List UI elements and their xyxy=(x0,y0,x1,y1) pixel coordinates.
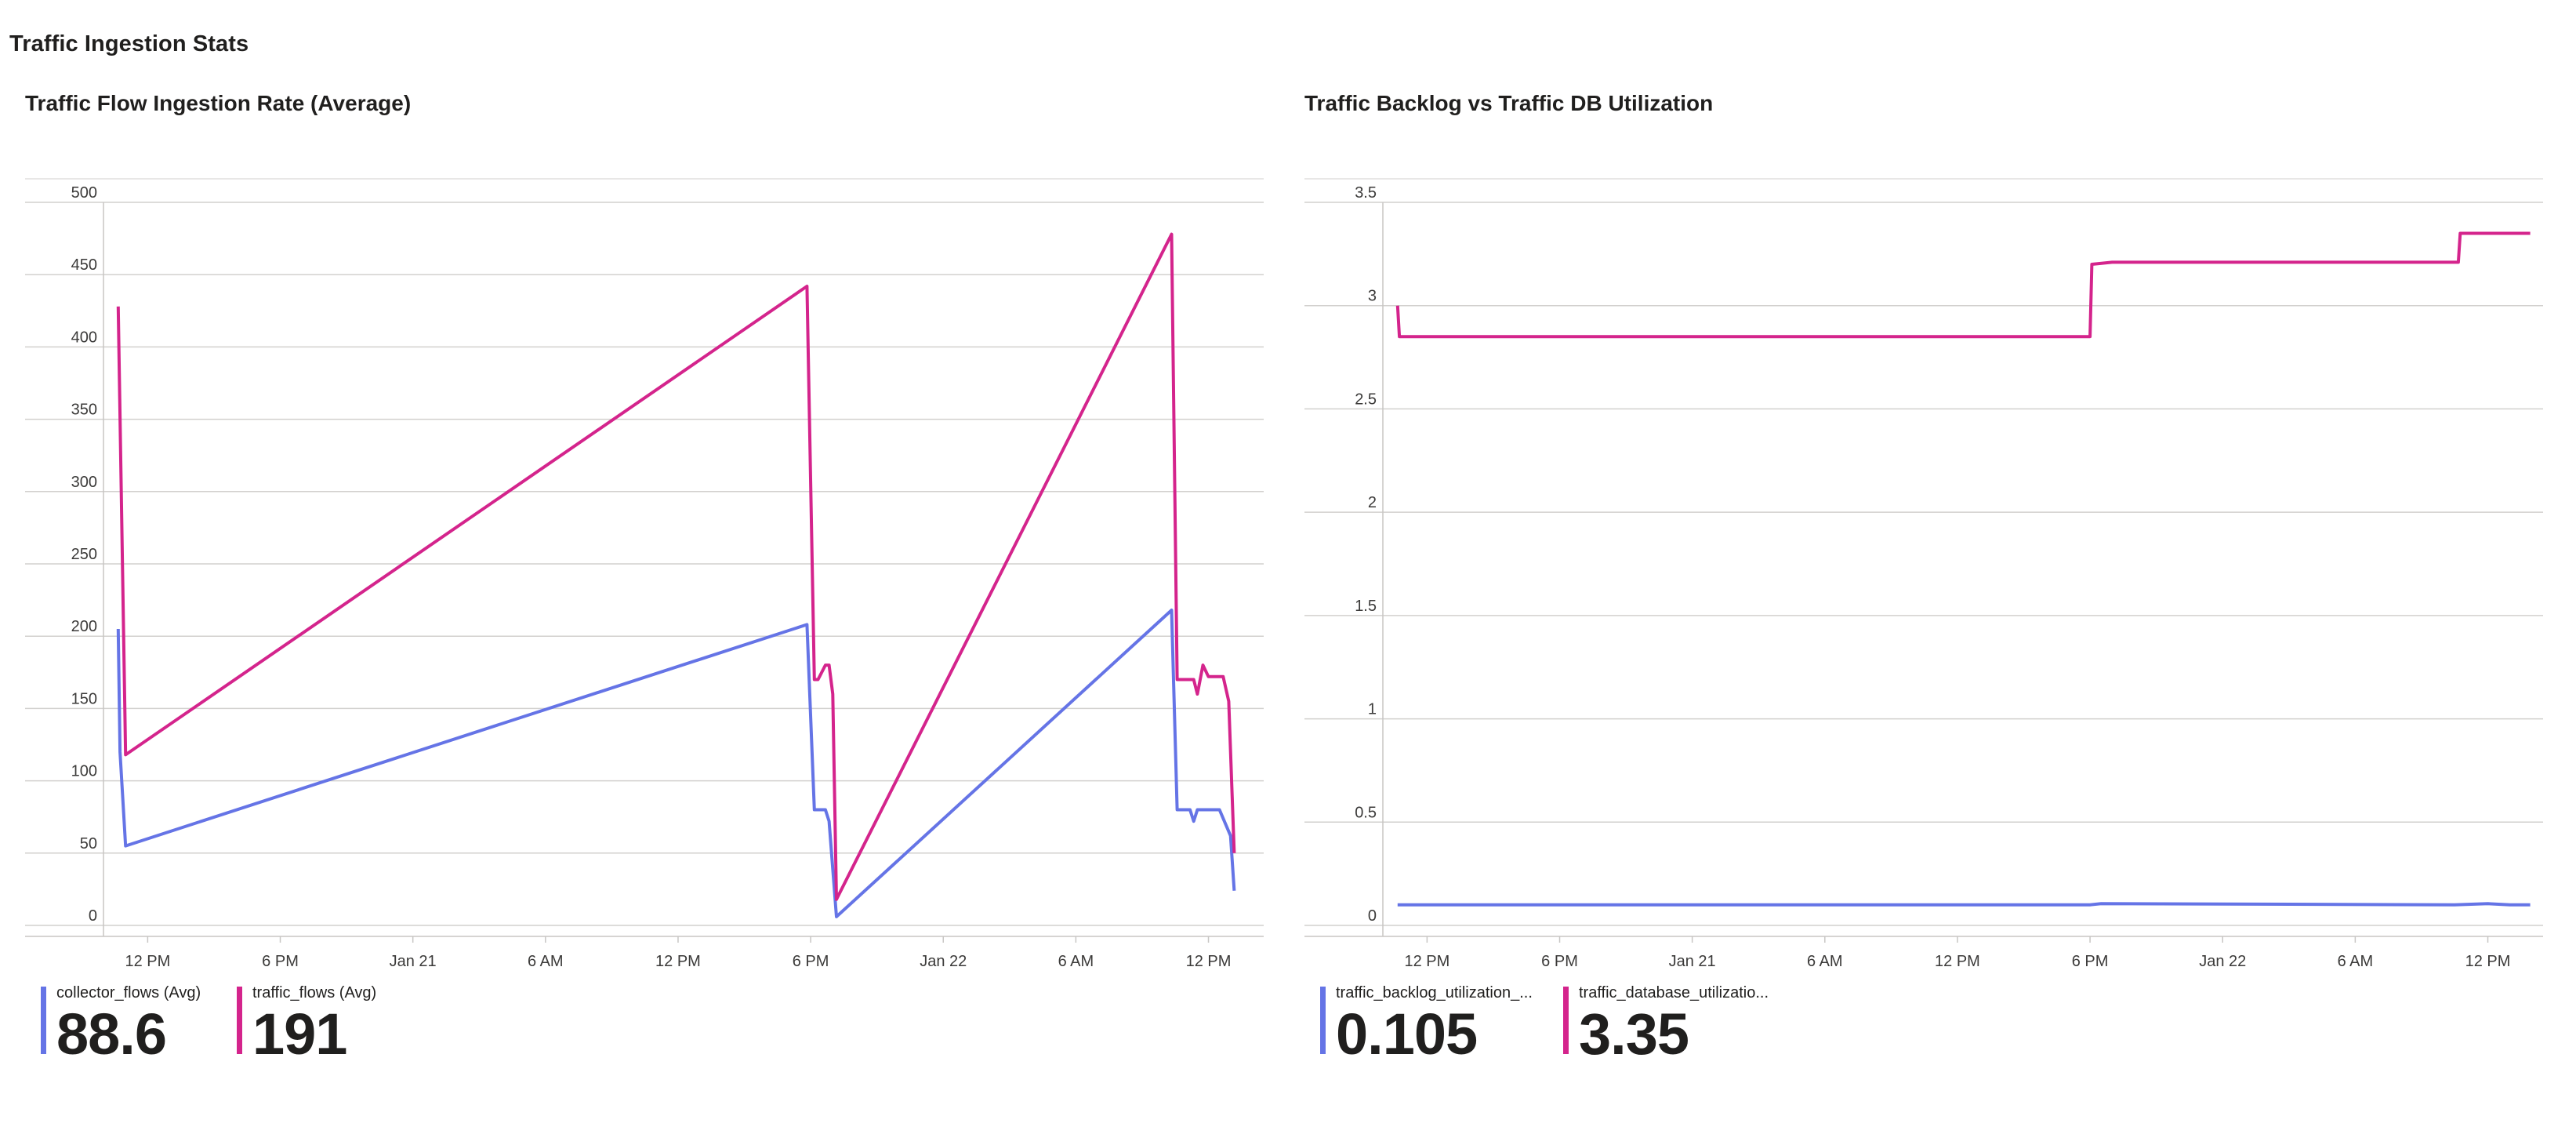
y-tick-label: 350 xyxy=(71,402,97,419)
y-tick-label: 250 xyxy=(71,546,97,563)
chart-panel-ingestion-rate: Traffic Flow Ingestion Rate (Average) 0 5… xyxy=(25,86,1264,1082)
x-tick-label: 12 PM xyxy=(1404,953,1449,970)
page-title: Traffic Ingestion Stats xyxy=(9,31,249,56)
x-tick-label: Jan 22 xyxy=(920,953,967,970)
x-tick-label: 12 PM xyxy=(1935,953,1980,970)
legend-summary-value: 0.105 xyxy=(1336,1001,1478,1067)
chart-title: Traffic Backlog vs Traffic DB Utilizatio… xyxy=(1304,91,1714,115)
x-tick-label: 6 AM xyxy=(2338,953,2374,970)
x-tick-label: Jan 21 xyxy=(390,953,437,970)
chart-panel-backlog-vs-db: Traffic Backlog vs Traffic DB Utilizatio… xyxy=(1304,86,2543,1082)
series-line-blue xyxy=(116,609,1236,918)
x-tick-label: 6 AM xyxy=(1807,953,1843,970)
legend-summary-value: 88.6 xyxy=(56,1001,167,1067)
series-line-blue xyxy=(1397,902,2531,907)
y-tick-label: 2.5 xyxy=(1355,391,1377,408)
y-tick-label: 0.5 xyxy=(1355,804,1377,821)
series-line-magenta xyxy=(1395,231,2531,339)
legend-item-traffic-backlog-utilization[interactable]: traffic_backlog_utilization_... 0.105 xyxy=(1320,972,1555,1067)
legend-swatch xyxy=(1563,987,1569,1054)
legend-swatch xyxy=(237,987,242,1054)
legend-item-traffic-database-utilization[interactable]: traffic_database_utilizatio... 3.35 xyxy=(1563,972,1798,1067)
legend-item-collector-flows[interactable]: collector_flows (Avg) 88.6 xyxy=(41,972,229,1067)
y-tick-label: 50 xyxy=(80,835,97,852)
y-tick-label: 400 xyxy=(71,329,97,346)
y-tick-label: 100 xyxy=(71,763,97,780)
y-tick-label: 450 xyxy=(71,256,97,274)
legend-series-name: collector_flows (Avg) xyxy=(56,984,201,1001)
legend-series-name: traffic_flows (Avg) xyxy=(252,984,377,1001)
x-tick-label: 12 PM xyxy=(125,953,170,970)
legend-swatch xyxy=(41,987,46,1054)
legend-series-name: traffic_backlog_utilization_... xyxy=(1336,984,1533,1001)
legend-summary-value: 3.35 xyxy=(1579,1001,1689,1067)
x-tick-label: Jan 22 xyxy=(2199,953,2246,970)
x-tick-label: 6 AM xyxy=(1058,953,1094,970)
y-tick-label: 3.5 xyxy=(1355,184,1377,202)
x-tick-label: 6 AM xyxy=(528,953,564,970)
legend-series-name: traffic_database_utilizatio... xyxy=(1579,984,1769,1001)
x-tick-label: 6 PM xyxy=(262,953,299,970)
x-tick-label: 6 PM xyxy=(793,953,829,970)
y-tick-label: 2 xyxy=(1368,494,1377,511)
x-tick-label: 12 PM xyxy=(1186,953,1232,970)
y-tick-label: 1 xyxy=(1368,701,1377,718)
y-tick-label: 150 xyxy=(71,690,97,707)
y-tick-label: 500 xyxy=(71,184,97,202)
legend-item-traffic-flows[interactable]: traffic_flows (Avg) 191 xyxy=(237,972,425,1067)
x-tick-label: 6 PM xyxy=(1541,953,1578,970)
line-chart: 0 50 100 150 200 250 300 350 400 450 500 12 PM 6 PM J… xyxy=(25,178,1264,970)
y-tick-label: 0 xyxy=(1368,907,1377,925)
y-tick-label: 300 xyxy=(71,474,97,491)
x-tick-label: 6 PM xyxy=(2072,953,2109,970)
legend-summary-value: 191 xyxy=(252,1001,347,1067)
legend-swatch xyxy=(1320,987,1326,1054)
line-chart: 0 0.5 1 1.5 2 2.5 3 3.5 12 PM 6 PM Jan 21 6 AM 12 PM… xyxy=(1304,178,2543,970)
y-tick-label: 200 xyxy=(71,618,97,635)
y-tick-label: 3 xyxy=(1368,288,1377,305)
x-tick-label: 12 PM xyxy=(2465,953,2511,970)
x-tick-label: Jan 21 xyxy=(1669,953,1716,970)
chart-title: Traffic Flow Ingestion Rate (Average) xyxy=(25,91,412,115)
y-tick-label: 0 xyxy=(89,907,97,925)
series-line-magenta xyxy=(116,232,1236,901)
y-tick-label: 1.5 xyxy=(1355,598,1377,615)
x-tick-label: 12 PM xyxy=(655,953,701,970)
